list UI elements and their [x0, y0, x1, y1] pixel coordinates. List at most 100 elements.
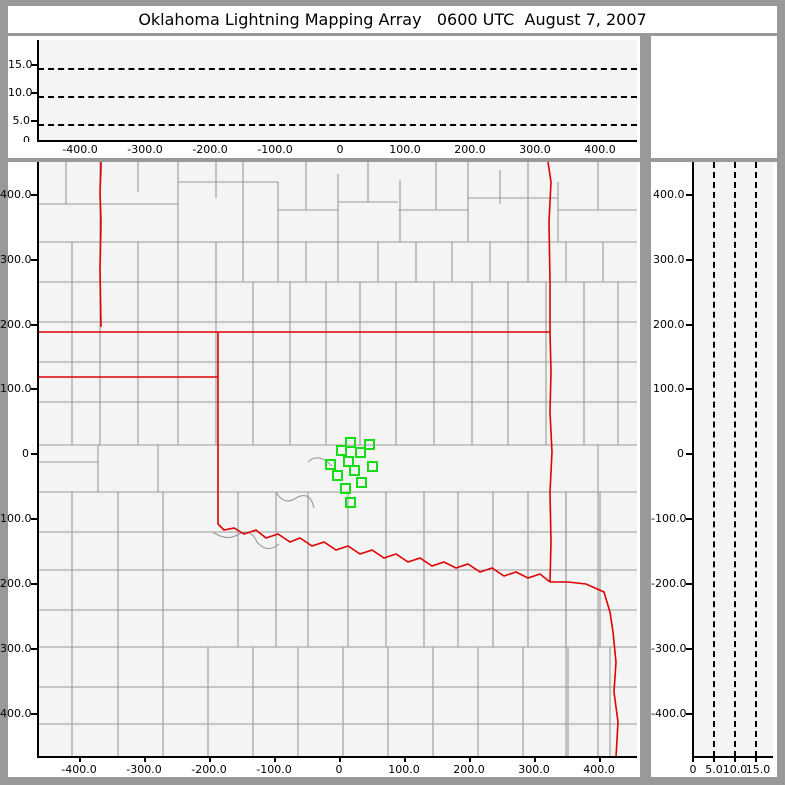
county-border-layer — [38, 162, 637, 757]
plan-view-map-panel: 400.0 300.0 200.0 100.0 0 -100.0 -200.0 … — [0, 162, 640, 777]
map-x-tick-100 — [404, 756, 406, 762]
side-y-ticklabel-300: 300.0 — [653, 253, 685, 266]
side-y-tick-400 — [686, 194, 693, 196]
side-y-ticklabel-neg100: -100.0 — [651, 512, 687, 525]
x-ticklabel-0: 0 — [336, 143, 344, 156]
map-x-ticklabel-neg200: -200.0 — [191, 763, 227, 776]
altitude-vs-east-west-plot-area — [38, 40, 637, 140]
map-x-tick-neg400 — [79, 756, 81, 762]
map-x-tick-0 — [339, 756, 341, 762]
side-y-ticklabel-neg300: -300.0 — [651, 642, 687, 655]
map-y-tick-neg300 — [31, 648, 38, 650]
side-y-tick-neg300 — [686, 648, 693, 650]
side-y-tick-neg400 — [686, 713, 693, 715]
side-y-ticklabel-neg400: -400.0 — [651, 707, 687, 720]
x-ticklabel-400: 400.0 — [584, 143, 616, 156]
lightning-marker — [345, 497, 356, 508]
map-x-ticklabel-300: 300.0 — [518, 763, 550, 776]
side-x-ticklabel-5: 5.0 — [705, 763, 723, 776]
map-x-ticklabel-100: 100.0 — [388, 763, 420, 776]
lightning-marker — [332, 470, 343, 481]
map-y-ticklabel-400: 400.0 — [0, 188, 32, 201]
side-y-ticklabel-200: 200.0 — [653, 318, 685, 331]
lightning-marker — [343, 456, 354, 467]
title-bar: Oklahoma Lightning Mapping Array 0600 UT… — [8, 6, 777, 33]
map-x-ticklabel-400: 400.0 — [583, 763, 615, 776]
map-y-ticklabel-neg100: -100.0 — [0, 512, 32, 525]
side-y-axis-line — [692, 162, 694, 758]
map-y-tick-neg400 — [31, 713, 38, 715]
altitude-histogram-panel — [651, 36, 777, 158]
x-axis-line — [37, 140, 637, 142]
x-ticklabel-neg200: -200.0 — [192, 143, 228, 156]
side-x-tick-10 — [734, 756, 736, 762]
map-y-ticklabel-300: 300.0 — [0, 253, 32, 266]
map-x-tick-400 — [599, 756, 601, 762]
map-y-ticklabel-100: 100.0 — [0, 382, 32, 395]
map-y-ticklabel-neg200: -200.0 — [0, 577, 32, 590]
side-x-axis-line — [692, 756, 773, 758]
altitude-vs-east-west-panel: 15.0 10.0 5.0 0 — [8, 36, 640, 147]
y-axis-line — [37, 40, 39, 141]
map-x-ticklabel-0: 0 — [335, 763, 343, 776]
side-y-tick-0 — [686, 453, 693, 455]
lightning-marker — [367, 461, 378, 472]
x-ticklabel-neg400: -400.0 — [62, 143, 98, 156]
plan-view-map-plot-area[interactable] — [38, 162, 637, 757]
gridline-10 — [734, 162, 736, 757]
map-y-tick-400 — [31, 194, 38, 196]
lightning-marker — [340, 483, 351, 494]
map-x-ticklabel-neg100: -100.0 — [256, 763, 292, 776]
side-x-tick-15 — [755, 756, 757, 762]
y-ticklabel-0: 0 — [23, 134, 30, 147]
lightning-marker — [345, 437, 356, 448]
y-ticklabel-5: 5.0 — [12, 114, 31, 127]
side-y-tick-300 — [686, 259, 693, 261]
y-tick-15 — [31, 64, 38, 66]
map-y-ticklabel-neg400: -400.0 — [0, 707, 32, 720]
x-ticklabel-100: 100.0 — [389, 143, 421, 156]
page-title: Oklahoma Lightning Mapping Array 0600 UT… — [138, 10, 647, 29]
map-y-ticklabel-neg300: -300.0 — [0, 642, 32, 655]
map-y-ticklabel-0: 0 — [22, 447, 29, 460]
map-x-axis-line — [37, 756, 637, 758]
side-y-ticklabel-0: 0 — [677, 447, 684, 460]
side-x-tick-0 — [692, 756, 694, 762]
y-ticklabel-10: 10.0 — [8, 86, 33, 99]
map-y-tick-100 — [31, 388, 38, 390]
y-ticklabel-15: 15.0 — [8, 58, 33, 71]
side-x-ticklabel-15: 15.0 — [745, 763, 771, 776]
gridline-15 — [755, 162, 757, 757]
side-y-tick-200 — [686, 324, 693, 326]
map-y-tick-0 — [31, 453, 38, 455]
map-x-ticklabel-neg300: -300.0 — [126, 763, 162, 776]
side-y-tick-100 — [686, 388, 693, 390]
y-tick-5 — [31, 120, 38, 122]
lightning-marker — [325, 459, 336, 470]
lightning-marker — [336, 445, 347, 456]
side-y-ticklabel-neg200: -200.0 — [651, 577, 687, 590]
map-y-tick-neg100 — [31, 518, 38, 520]
x-ticklabel-neg100: -100.0 — [257, 143, 293, 156]
side-x-tick-5 — [713, 756, 715, 762]
map-x-tick-neg100 — [274, 756, 276, 762]
altitude-vs-north-south-panel: 400.0 300.0 200.0 100.0 0 -100.0 -200.0 … — [651, 162, 777, 777]
map-x-tick-300 — [534, 756, 536, 762]
map-x-tick-neg300 — [144, 756, 146, 762]
y-tick-10 — [31, 92, 38, 94]
x-ticklabel-300: 300.0 — [519, 143, 551, 156]
side-x-ticklabel-0: 0 — [689, 763, 697, 776]
side-y-ticklabel-100: 100.0 — [653, 382, 685, 395]
lightning-source-markers — [325, 437, 378, 508]
map-y-tick-neg200 — [31, 583, 38, 585]
gridline-5 — [38, 124, 637, 126]
altitude-vs-east-west-xlabels: -400.0 -300.0 -200.0 -100.0 0 100.0 200.… — [8, 142, 640, 158]
gridline-5 — [713, 162, 715, 757]
state-border-layer — [38, 162, 619, 757]
lightning-marker — [364, 439, 375, 450]
side-y-tick-neg200 — [686, 583, 693, 585]
lightning-marker — [356, 477, 367, 488]
x-ticklabel-neg300: -300.0 — [127, 143, 163, 156]
x-ticklabel-200: 200.0 — [454, 143, 486, 156]
